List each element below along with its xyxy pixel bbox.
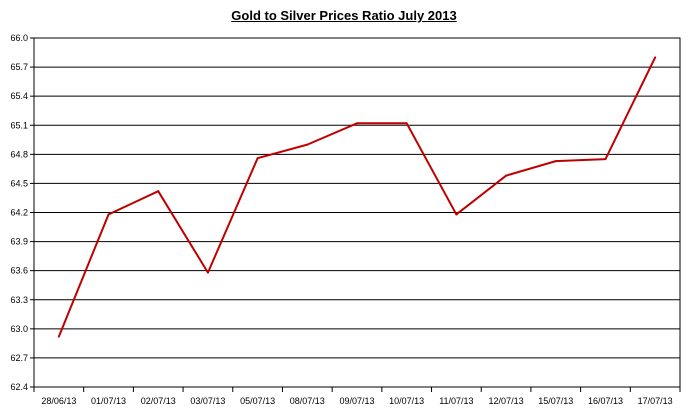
y-tick-label: 66.0 bbox=[10, 33, 28, 43]
y-axis-ticks: 62.4 62.7 63.0 63.3 63.6 63.9 64.2 64.5 64.8 65.1… bbox=[10, 33, 34, 392]
y-tick-label: 64.5 bbox=[10, 178, 28, 188]
chart-title: Gold to Silver Prices Ratio July 2013 bbox=[231, 8, 457, 23]
x-tick-label: 15/07/13 bbox=[538, 396, 573, 406]
y-tick-label: 62.4 bbox=[10, 382, 28, 392]
x-tick-label: 17/07/13 bbox=[638, 396, 673, 406]
x-tick-label: 28/06/13 bbox=[41, 396, 76, 406]
series-layer bbox=[57, 56, 657, 338]
x-tick-label: 11/07/13 bbox=[439, 396, 473, 406]
y-tick-label: 63.0 bbox=[10, 324, 28, 334]
x-axis-ticks: 28/06/13 01/07/13 02/07/13 03/07/13 05/07/13… bbox=[33, 387, 681, 406]
x-tick-label: 05/07/13 bbox=[240, 396, 275, 406]
x-tick-label: 10/07/13 bbox=[389, 396, 424, 406]
data-point bbox=[157, 190, 160, 193]
x-tick-label: 08/07/13 bbox=[290, 396, 325, 406]
data-point bbox=[654, 56, 657, 59]
y-tick-label: 65.7 bbox=[10, 62, 28, 72]
y-tick-label: 63.3 bbox=[10, 295, 28, 305]
y-tick-label: 62.7 bbox=[10, 353, 28, 363]
data-point bbox=[455, 213, 458, 216]
data-point bbox=[256, 157, 259, 160]
y-tick-label: 64.8 bbox=[10, 149, 28, 159]
series-line bbox=[57, 56, 657, 337]
y-tick-label: 65.1 bbox=[10, 120, 28, 130]
data-point bbox=[554, 160, 557, 163]
data-point bbox=[405, 122, 408, 125]
x-tick-label: 09/07/13 bbox=[339, 396, 374, 406]
data-point bbox=[505, 174, 508, 177]
y-tick-label: 63.6 bbox=[10, 266, 28, 276]
y-tick-label: 65.4 bbox=[10, 91, 28, 101]
data-point bbox=[206, 271, 209, 274]
x-tick-label: 16/07/13 bbox=[588, 396, 623, 406]
data-point bbox=[604, 158, 607, 161]
data-point bbox=[356, 122, 358, 125]
y-tick-label: 64.2 bbox=[10, 208, 28, 218]
x-tick-label: 03/07/13 bbox=[190, 396, 225, 406]
x-tick-label: 01/07/13 bbox=[91, 396, 126, 406]
data-point bbox=[107, 213, 110, 216]
x-tick-label: 12/07/13 bbox=[489, 396, 524, 406]
y-tick-label: 63.9 bbox=[10, 237, 28, 247]
gridlines bbox=[34, 37, 680, 388]
x-tick-label: 02/07/13 bbox=[141, 396, 176, 406]
data-point bbox=[57, 335, 60, 338]
data-point bbox=[306, 143, 309, 146]
